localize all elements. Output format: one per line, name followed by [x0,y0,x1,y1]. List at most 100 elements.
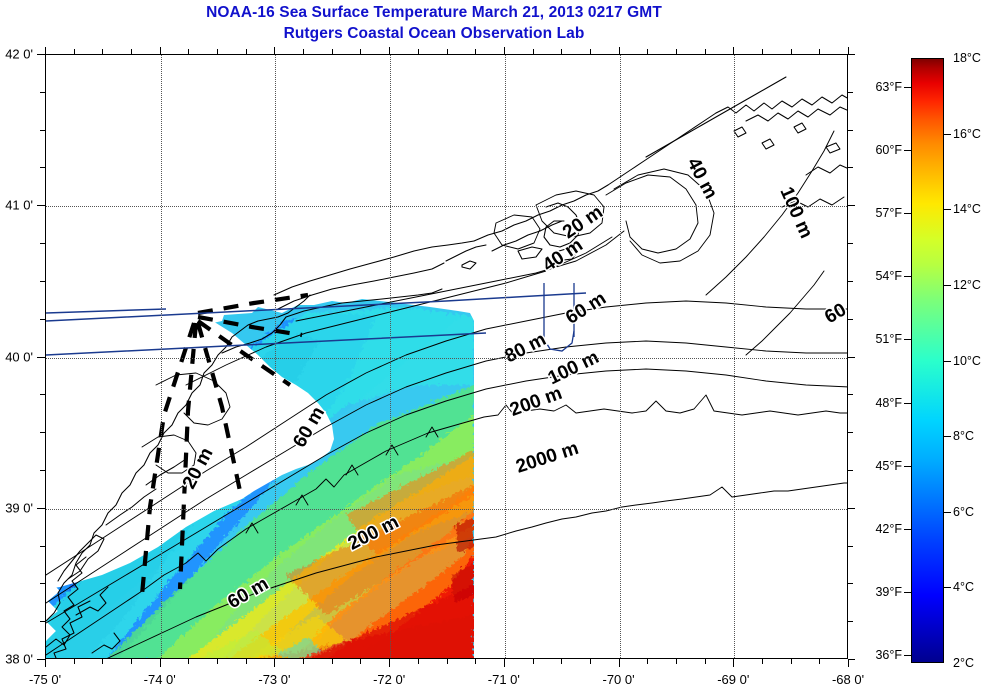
y-axis-label: 38 0' [5,651,33,667]
colorbar-tick-fahrenheit [904,276,911,278]
x-axis-tick-top [618,47,620,54]
x-axis-minor-tick [790,659,792,664]
x-axis-minor-tick-top [331,49,333,54]
x-axis-minor-tick [102,659,104,664]
x-axis-minor-tick [819,659,821,664]
colorbar-tick-fahrenheit [904,87,911,89]
y-axis-tick-right [848,205,855,207]
colorbar-tick-celsius [944,587,951,589]
x-axis-label: -71 0' [487,672,520,687]
y-axis-minor-tick-right [848,545,853,547]
y-axis-label: 39 0' [5,500,33,516]
title-block: NOAA-16 Sea Surface Temperature March 21… [0,2,868,44]
x-axis-minor-tick [188,659,190,664]
gridline-horizontal [46,357,847,359]
x-axis-minor-tick-top [761,49,763,54]
x-axis-label: -69 0' [717,672,750,687]
x-axis-minor-tick-top [217,49,219,54]
x-axis-minor-tick [245,659,247,664]
colorbar-label-fahrenheit: 42°F [875,521,902,536]
radar-coverage-lines [139,292,309,596]
x-axis-minor-tick [475,659,477,664]
x-axis-minor-tick-top [360,49,362,54]
y-axis-minor-tick-right [848,91,853,93]
y-axis-minor-tick [40,318,45,320]
y-axis-minor-tick [40,167,45,169]
x-axis-minor-tick [131,659,133,664]
y-axis-minor-tick-right [848,318,853,320]
colorbar-label-fahrenheit: 48°F [875,395,902,410]
x-axis-label: -70 0' [602,672,635,687]
x-axis-minor-tick [217,659,219,664]
colorbar-label-fahrenheit: 45°F [875,458,902,473]
gridline-vertical [160,55,162,658]
x-axis-tick [733,659,735,667]
x-axis-label: -73 0' [258,672,291,687]
y-axis-minor-tick-right [848,280,853,282]
x-axis-tick-top [503,47,505,54]
gridline-vertical [504,55,506,658]
colorbar-label-celsius: 10°C [953,353,981,368]
colorbar-label-fahrenheit: 57°F [875,206,902,221]
x-axis-minor-tick-top [532,49,534,54]
gridline-horizontal [46,206,847,208]
y-axis-minor-tick [40,583,45,585]
y-axis-tick [37,54,45,55]
y-axis-minor-tick-right [848,243,853,245]
y-axis-minor-tick [40,91,45,93]
x-axis-tick-top [274,47,276,54]
colorbar-label-celsius: 6°C [953,504,974,519]
x-axis-label: -75 0' [28,672,62,687]
x-axis-minor-tick [446,659,448,664]
gridline-vertical [275,55,277,658]
x-axis-minor-tick [360,659,362,664]
x-axis-minor-tick-top [561,49,563,54]
x-axis-tick-top [45,47,46,54]
x-axis-tick [389,659,391,667]
land-mask [46,55,847,589]
x-axis-minor-tick-top [790,49,792,54]
x-axis-minor-tick-top [589,49,591,54]
y-axis-minor-tick-right [848,583,853,585]
x-axis-tick [159,659,161,667]
colorbar-label-celsius: 4°C [953,580,974,595]
gridline-vertical [734,55,736,658]
colorbar-tick-celsius [944,436,951,438]
colorbar-label-celsius: 2°C [953,656,974,670]
x-axis-minor-tick-top [417,49,419,54]
colorbar-label-fahrenheit: 36°F [875,647,902,662]
gridline-horizontal [46,508,847,510]
x-axis-minor-tick [675,659,677,664]
y-axis-minor-tick-right [848,621,853,623]
y-axis-minor-tick-right [848,129,853,131]
x-axis-tick [848,659,849,667]
x-axis-tick-top [848,47,849,54]
x-axis-label: -74 0' [143,672,176,687]
y-axis-tick-right [848,356,855,358]
colorbar-label-fahrenheit: 54°F [875,269,902,284]
y-axis-minor-tick-right [848,469,853,471]
y-axis-label: 42 0' [5,46,33,62]
y-axis-minor-tick [40,545,45,547]
y-axis-tick [37,205,45,207]
colorbar-tick-fahrenheit [904,465,911,467]
colorbar-tick-fahrenheit [904,591,911,593]
colorbar-tick-fahrenheit [904,402,911,404]
mooring-lines [543,283,575,352]
page-subtitle: Rutgers Coastal Ocean Observation Lab [283,25,585,42]
x-axis-minor-tick-top [819,49,821,54]
y-axis-tick-right [848,659,855,660]
y-axis-tick [37,507,45,509]
y-axis-minor-tick [40,621,45,623]
y-axis-minor-tick [40,469,45,471]
glider-track-lines [46,292,587,356]
x-axis-tick [45,659,46,667]
colorbar-label-fahrenheit: 51°F [875,332,902,347]
x-axis-minor-tick-top [647,49,649,54]
y-axis-tick-right [848,507,855,509]
y-axis-minor-tick-right [848,167,853,169]
x-axis-label: -72 0' [373,672,406,687]
